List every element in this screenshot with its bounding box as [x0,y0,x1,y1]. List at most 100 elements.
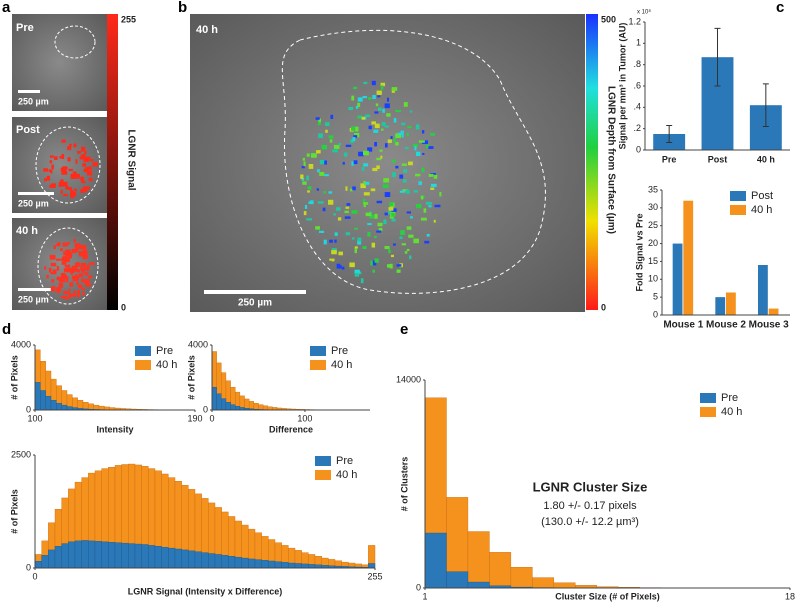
signal-speckle [82,255,89,259]
signal-speckle [375,103,379,107]
signal-speckle [408,161,413,166]
signal-speckle [315,226,320,230]
signal-speckle [434,204,441,208]
scale-label: 250 µm [18,96,49,106]
signal-speckle [57,289,60,294]
histogram-bar [40,390,46,411]
signal-speckle [48,169,52,173]
signal-speckle [303,161,306,167]
y-tick-label: .2 [633,123,641,133]
signal-speckle [81,179,84,183]
scale-bar [18,90,40,93]
signal-speckle [62,256,69,260]
colorbar-min: 0 [601,302,606,312]
signal-speckle [75,159,78,164]
signal-speckle [357,237,362,242]
histogram-bar [61,543,69,569]
y-tick-label: .6 [633,80,641,90]
x-tick-label: Mouse 2 [706,320,746,331]
signal-speckle [384,192,391,197]
error-bar [666,124,673,144]
y-tick-label: 15 [648,256,658,266]
histogram-bar [268,560,276,569]
y-tick-label: 0 [26,404,31,414]
signal-speckle [407,126,412,129]
signal-speckle [75,262,80,267]
y-tick-label: 2500 [11,449,31,459]
signal-speckle [371,121,376,125]
signal-speckle [67,187,72,191]
signal-speckle [59,156,63,159]
signal-speckle [44,266,47,270]
signal-speckle [73,188,78,191]
histogram-bar [74,540,82,569]
x-tick-label: 0 [32,571,37,581]
chart: 0 14000 # of Clusters Cluster Size (# of Pi… [396,374,795,601]
x-tick-label: 18 [785,591,795,601]
signal-speckle [433,174,438,179]
signal-speckle [70,267,74,272]
histogram-bar [532,577,555,589]
signal-speckle [383,219,387,225]
signal-speckle [362,96,368,99]
signal-speckle [338,142,341,146]
signal-speckle [64,261,67,265]
chart: 0 2500 # of Pixels LGNR Signal (Intensity x… [9,449,382,596]
signal-speckle [388,249,391,254]
signal-speckle [333,144,340,150]
signal-speckle [382,184,389,188]
signal-speckle [390,254,394,258]
signal-speckle [316,150,321,154]
signal-speckle [354,246,358,249]
histogram-bar [148,545,156,569]
y-tick-label: .8 [633,59,641,69]
signal-speckle [82,251,88,257]
signal-speckle [73,238,76,243]
annotation: (130.0 +/- 12.2 µm³) [541,516,639,528]
signal-speckle [345,186,348,191]
signal-speckle [61,296,67,299]
bar [683,200,694,315]
colorbar-label: LGNR Signal [125,129,136,190]
signal-speckle [77,284,83,289]
signal-speckle [329,239,333,243]
signal-speckle [359,115,363,118]
histogram-bar [128,543,136,569]
signal-speckle [367,97,372,100]
signal-speckle [388,207,394,211]
legend-label: Pre [721,392,738,404]
signal-speckle [58,277,63,283]
signal-speckle [63,268,69,273]
chart: 0 4000 # of Pixels Difference 0 100 Pre 40 h [186,339,371,434]
signal-speckle [391,208,397,212]
signal-speckle [413,190,418,193]
signal-speckle [318,230,325,233]
legend-swatch [135,360,151,370]
signal-speckle [409,255,412,260]
panel-label: d [2,321,11,338]
signal-speckle [79,156,83,160]
signal-speckle [399,174,404,179]
signal-speckle [400,230,405,236]
signal-speckle [309,200,314,205]
histogram-bar [225,402,231,411]
signal-speckle [304,205,308,209]
signal-speckle [428,173,434,177]
signal-speckle [330,114,334,119]
signal-speckle [319,159,326,165]
legend-swatch [700,393,716,403]
signal-speckle [63,276,69,279]
image-label: Pre [16,22,34,34]
signal-speckle [71,248,77,254]
signal-speckle [363,181,366,186]
signal-speckle [338,251,343,256]
signal-speckle [370,188,376,192]
signal-speckle [324,160,327,165]
signal-speckle [46,175,51,181]
signal-speckle [81,288,85,291]
signal-speckle [355,105,359,109]
signal-speckle [66,252,72,256]
histogram-bar [467,531,490,589]
signal-speckle [81,268,85,273]
signal-speckle [363,204,366,208]
